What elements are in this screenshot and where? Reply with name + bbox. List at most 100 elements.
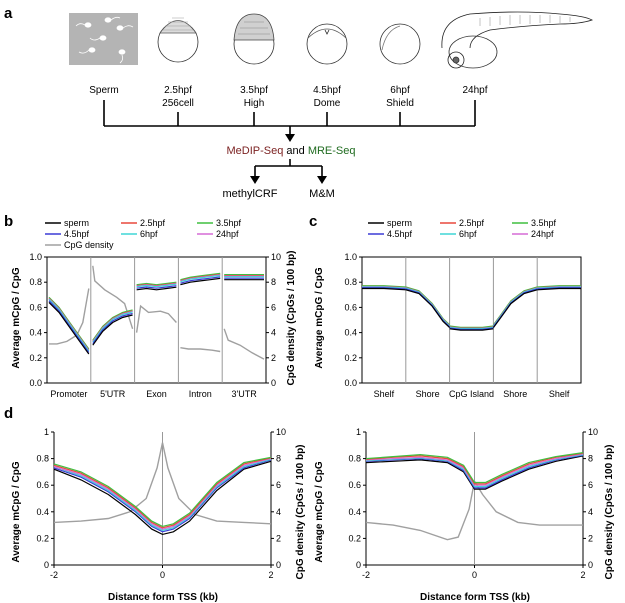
y2-tick-label: 0 xyxy=(276,560,281,570)
y-axis-label: Average mCpG / CpG xyxy=(11,267,22,369)
y-tick-label: 0 xyxy=(44,560,49,570)
legend-entry: 4.5hpf xyxy=(387,229,413,239)
panel-d-letter: d xyxy=(4,405,13,422)
plot-area: 0.0 0.2 0.4 0.6 0.8 1.0 Shelf Shore CpG Island Sh… xyxy=(344,252,582,399)
stage-sublabel: Dome xyxy=(314,98,341,109)
y-tick-label: 0.6 xyxy=(348,480,361,490)
density-line xyxy=(49,288,90,345)
y2-tick-label: 4 xyxy=(271,328,276,338)
series-line-h35 xyxy=(53,456,272,528)
embryo-high-image xyxy=(233,13,275,65)
series-line-h45 xyxy=(492,288,538,328)
series-line-sperm xyxy=(537,287,581,291)
y2-axis-label: CpG density (CpGs / 100 bp) xyxy=(604,444,615,579)
y2-tick-label: 8 xyxy=(276,454,281,464)
y2-tick-label: 2 xyxy=(588,533,593,543)
series-line-sperm xyxy=(365,455,584,490)
stage-label: 2.5hpf xyxy=(164,85,192,96)
density-line xyxy=(135,304,177,333)
legend-entry: 2.5hpf xyxy=(140,218,166,228)
series-line-h24 xyxy=(492,287,538,327)
series-line-h24 xyxy=(365,453,584,486)
y-tick-label: 0.2 xyxy=(348,533,361,543)
panel-b-chart: b sperm 2.5hpf 3.5hpf 4.5hpf 6hpf 24hpf CpG de… xyxy=(4,213,297,399)
series-line-h6 xyxy=(537,286,581,289)
y2-tick-label: 10 xyxy=(276,427,286,437)
y2-tick-label: 2 xyxy=(276,533,281,543)
y-tick-label: 1.0 xyxy=(29,252,42,262)
legend-entry: sperm xyxy=(387,218,412,228)
category-label: Intron xyxy=(189,389,212,399)
series-line-h35 xyxy=(362,285,406,288)
y-tick-label: 0.8 xyxy=(348,454,361,464)
series-line-h6 xyxy=(449,326,494,330)
series-line-h45 xyxy=(449,327,494,330)
series-line-h45 xyxy=(180,276,221,284)
y2-tick-label: 0 xyxy=(588,560,593,570)
x-tick-label: 0 xyxy=(472,570,477,580)
stage-label: 3.5hpf xyxy=(240,85,268,96)
y2-tick-label: 10 xyxy=(588,427,598,437)
methods-label: MeDIP-Seq and MRE-Seq xyxy=(226,145,355,157)
series-line-h25 xyxy=(492,287,538,326)
x-tick-label: -2 xyxy=(362,570,370,580)
x-tick-label: 2 xyxy=(580,570,585,580)
y2-tick-label: 4 xyxy=(588,507,593,517)
panel-a-letter: a xyxy=(4,5,13,22)
series-line-h35 xyxy=(449,325,494,328)
and-label: and xyxy=(286,145,304,157)
series-line-sperm xyxy=(362,287,406,291)
series-line-h25 xyxy=(365,452,584,485)
y-tick-label: 1.0 xyxy=(344,252,357,262)
legend-entry: 4.5hpf xyxy=(64,229,90,239)
x-tick-label: 2 xyxy=(268,570,273,580)
stage-sublabel: High xyxy=(244,98,265,109)
plot-frame xyxy=(361,256,582,384)
series-line-sperm xyxy=(136,286,177,291)
y2-tick-label: 8 xyxy=(271,277,276,287)
y2-tick-label: 8 xyxy=(588,454,593,464)
workflow-bracket xyxy=(103,100,476,178)
y-tick-label: 0.2 xyxy=(344,353,357,363)
legend-entry: CpG density xyxy=(64,240,114,250)
series-line-h6 xyxy=(492,287,538,327)
series-line-sperm xyxy=(405,289,451,329)
series-line-sperm xyxy=(492,289,538,328)
y-tick-label: 0.8 xyxy=(36,454,49,464)
y2-tick-label: 10 xyxy=(271,252,281,262)
legend-entry: sperm xyxy=(64,218,89,228)
category-label: Shelf xyxy=(374,389,395,399)
x-tick-label: -2 xyxy=(50,570,58,580)
y-axis-label: Average mCpG / CpG xyxy=(11,461,22,563)
series-line-h35 xyxy=(180,272,221,281)
series-line-h45 xyxy=(92,312,133,345)
category-label: Shore xyxy=(416,389,440,399)
density-line xyxy=(92,265,134,330)
legend: sperm 2.5hpf 3.5hpf 4.5hpf 6hpf 24hpf xyxy=(368,218,557,239)
series-line-h45 xyxy=(48,300,90,353)
x-axis-label: Distance form TSS (kb) xyxy=(108,592,218,603)
series-line-h45 xyxy=(365,454,584,489)
series-line-sperm xyxy=(449,328,494,331)
y2-tick-label: 2 xyxy=(271,353,276,363)
density-line xyxy=(365,479,583,541)
legend-entry: 3.5hpf xyxy=(216,218,242,228)
y2-axis-label: CpG density (CpGs / 100 bp) xyxy=(295,444,306,579)
series-line-h6 xyxy=(365,454,584,488)
stage-label: 24hpf xyxy=(462,85,487,96)
y-tick-label: 0.6 xyxy=(36,480,49,490)
series-line-sperm xyxy=(92,314,133,346)
y-tick-label: 0 xyxy=(356,560,361,570)
category-label: 3'UTR xyxy=(231,389,257,399)
y-tick-label: 0.4 xyxy=(348,507,361,517)
y-axis-label: Average mCpG / CpG xyxy=(314,267,325,369)
x-tick-label: 0 xyxy=(160,570,165,580)
series-line-h6 xyxy=(136,283,177,288)
methylcrf-label: methylCRF xyxy=(222,188,277,200)
series-line-h45 xyxy=(362,287,406,290)
series-line-h45 xyxy=(537,287,581,290)
